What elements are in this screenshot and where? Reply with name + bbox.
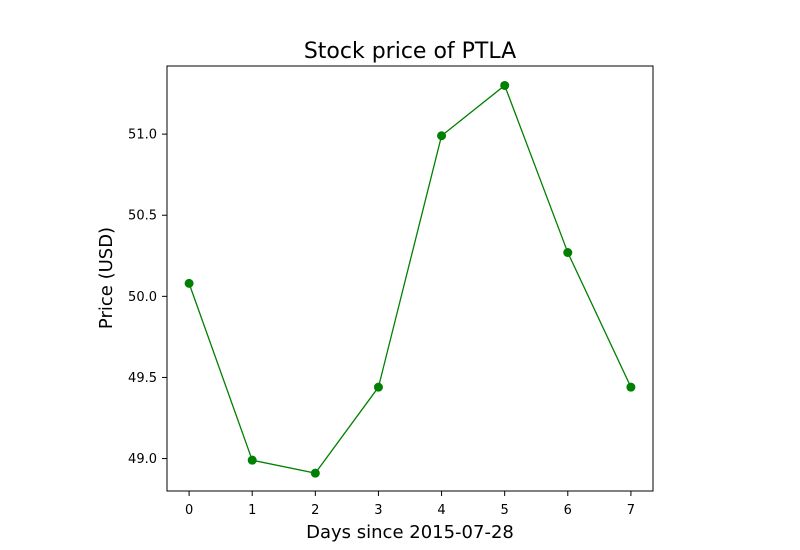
plot-area: [166, 65, 654, 492]
data-point: [310, 468, 320, 478]
y-axis-title: Price (USD): [96, 227, 117, 329]
y-tick-label: 51.0: [128, 128, 157, 143]
series-group: [184, 80, 636, 478]
x-axis-ticks: 0 1 2 3 4 5 6 7: [185, 491, 635, 518]
chart-title: Stock price of PTLA: [304, 39, 516, 64]
x-tick-label: 7: [627, 503, 635, 518]
data-point: [500, 80, 510, 90]
y-tick-label: 50.0: [128, 290, 157, 305]
x-tick-label: 2: [311, 503, 319, 518]
y-tick-label: 49.5: [128, 371, 157, 386]
x-tick-label: 6: [564, 503, 572, 518]
x-tick-label: 5: [501, 503, 509, 518]
data-point: [437, 131, 447, 141]
y-tick-label: 49.0: [128, 452, 157, 467]
x-tick-label: 3: [374, 503, 382, 518]
x-tick-label: 1: [248, 503, 256, 518]
x-tick-label: 0: [185, 503, 193, 518]
y-tick-label: 50.5: [128, 209, 157, 224]
x-axis-title: Days since 2015-07-28: [306, 522, 514, 543]
data-point: [626, 382, 636, 392]
data-point: [563, 248, 573, 258]
x-tick-label: 4: [437, 503, 445, 518]
series-line: [188, 84, 632, 474]
data-point: [184, 278, 194, 288]
data-point: [247, 455, 257, 465]
y-axis-ticks: 49.0 49.5 50.0 50.5 51.0: [128, 128, 167, 467]
data-point: [373, 382, 383, 392]
